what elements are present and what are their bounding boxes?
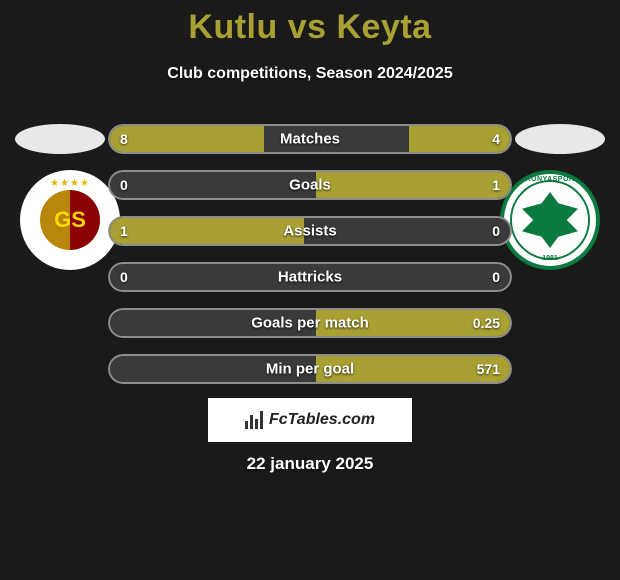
stat-label: Assists <box>108 223 512 240</box>
player-placeholder-right <box>515 124 605 154</box>
page-title: Kutlu vs Keyta <box>0 0 620 47</box>
attribution-badge: FcTables.com <box>208 398 412 442</box>
stat-row-hattricks: 0 Hattricks 0 <box>108 262 512 292</box>
stat-value-right: 0 <box>492 269 500 285</box>
attribution-text: FcTables.com <box>269 411 375 429</box>
stat-label: Hattricks <box>108 269 512 286</box>
stat-value-right: 0 <box>492 223 500 239</box>
stat-label: Goals <box>108 177 512 194</box>
stat-label: Min per goal <box>108 361 512 378</box>
stat-label: Goals per match <box>108 315 512 332</box>
stat-value-right: 571 <box>477 361 500 377</box>
stat-row-goals: 0 Goals 1 <box>108 170 512 200</box>
stat-row-matches: 8 Matches 4 <box>108 124 512 154</box>
stat-row-mpg: Min per goal 571 <box>108 354 512 384</box>
club-logo-right: KONYASPOR 1981 <box>500 170 600 270</box>
stat-row-gpm: Goals per match 0.25 <box>108 308 512 338</box>
stats-section: 8 Matches 4 0 Goals 1 1 Assists 0 0 Hatt… <box>108 124 512 400</box>
player-placeholder-left <box>15 124 105 154</box>
galatasaray-logo: ★★★★ GS <box>20 170 120 270</box>
logo-stars: ★★★★ <box>50 178 90 189</box>
stat-value-right: 0.25 <box>473 315 500 331</box>
eagle-icon <box>522 192 578 248</box>
logo-club-name: KONYASPOR <box>526 176 575 183</box>
stat-value-right: 4 <box>492 131 500 147</box>
stat-row-assists: 1 Assists 0 <box>108 216 512 246</box>
date-label: 22 january 2025 <box>0 454 620 474</box>
logo-monogram: GS <box>40 190 100 250</box>
subtitle: Club competitions, Season 2024/2025 <box>0 65 620 83</box>
stat-value-right: 1 <box>492 177 500 193</box>
bar-chart-icon <box>245 411 263 429</box>
stat-label: Matches <box>108 131 512 148</box>
club-logo-left: ★★★★ GS <box>20 170 120 270</box>
infographic-container: Kutlu vs Keyta Club competitions, Season… <box>0 0 620 580</box>
konyaspor-logo: KONYASPOR 1981 <box>500 170 600 270</box>
logo-year: 1981 <box>542 255 558 262</box>
